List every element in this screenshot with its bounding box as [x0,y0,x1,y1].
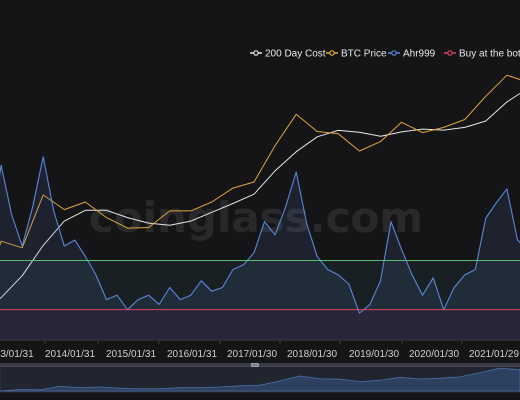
series-line-200-day-cost [0,92,520,299]
x-tick-label: 2021/01/29 [469,349,519,360]
data-zoom-handle[interactable] [251,363,259,367]
data-zoom-top-bar[interactable] [0,363,520,367]
reference-lines [0,259,520,311]
legend-label: 200 Day Cost [265,49,326,60]
legend-item-200-day-cost[interactable]: 200 Day Cost [250,49,326,60]
legend-item-ahr999[interactable]: Ahr999 [388,49,436,60]
legend-label: Ahr999 [403,49,436,60]
legend-label: Buy at the bottom [459,49,520,60]
dca-zone [0,260,520,310]
legend-item-buy-at-the-bottom[interactable]: Buy at the bottom [444,49,520,60]
x-tick-label: 2015/01/31 [106,349,156,360]
x-axis-ticks: 3/01/31 2014/01/31 2015/01/31 2016/01/31 201… [0,340,519,360]
x-tick-label: 3/01/31 [0,349,34,360]
series-line-btc-price [0,74,520,249]
data-zoom-selection[interactable] [0,366,520,392]
x-tick-label: 2016/01/31 [167,349,217,360]
legend-swatch-dot [253,50,259,56]
data-zoom-preview [0,367,520,392]
legend[interactable]: 200 Day Cost BTC Price Ahr999 Buy at the bo… [250,49,520,60]
x-tick-label: 2020/01/30 [409,349,459,360]
legend-label: BTC Price [341,49,387,60]
ahr999-area [0,156,520,340]
legend-swatch-dot [391,50,397,56]
series-line-ahr999 [0,156,520,314]
x-tick-label: 2018/01/30 [287,349,337,360]
x-tick-label: 2017/01/30 [227,349,277,360]
x-tick-label: 2019/01/30 [349,349,399,360]
series-layer [0,74,520,340]
watermark: coinglass.com [89,193,423,242]
legend-swatch-dot [447,50,453,56]
legend-item-btc-price[interactable]: BTC Price [326,49,387,60]
data-zoom[interactable] [0,363,520,393]
x-tick-label: 2014/01/31 [45,349,95,360]
bottom-zone [0,309,520,340]
legend-swatch-dot [329,50,335,56]
